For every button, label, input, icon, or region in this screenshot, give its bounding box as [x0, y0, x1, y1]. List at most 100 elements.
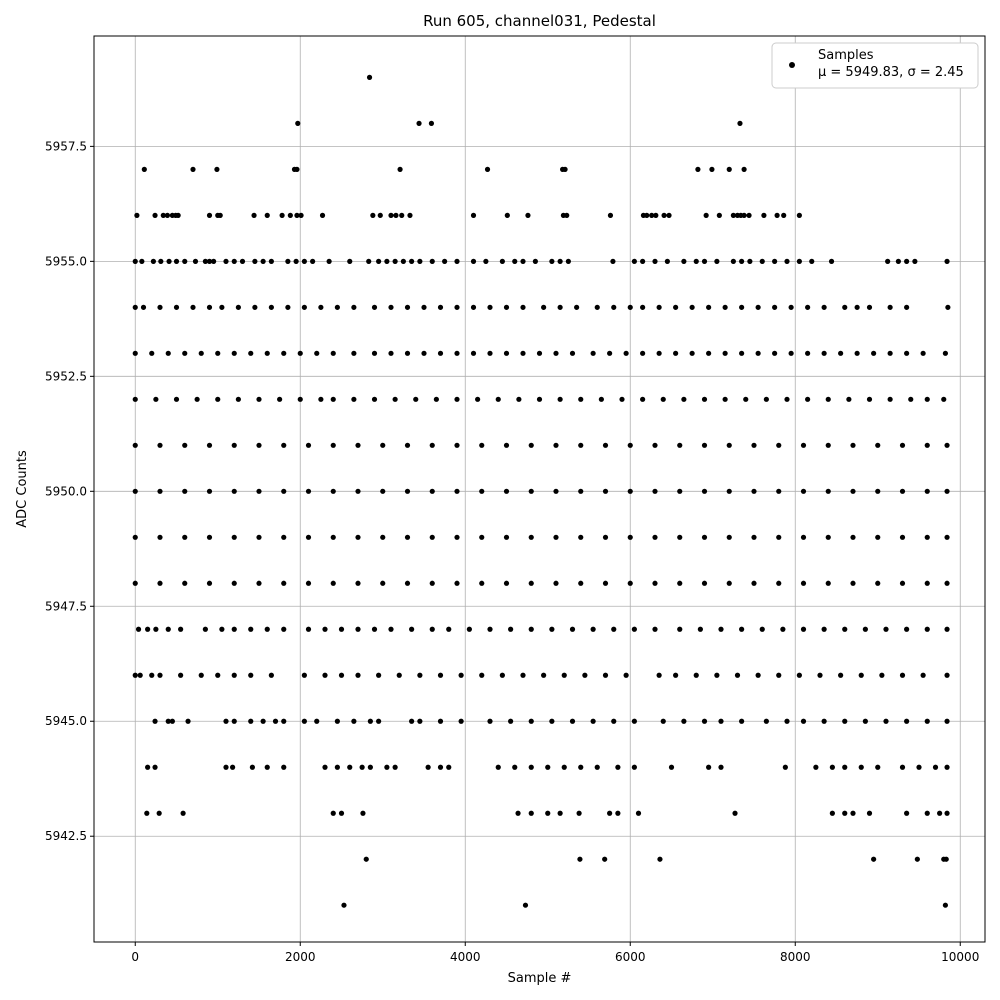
- data-point: [722, 396, 728, 402]
- data-point: [437, 718, 444, 724]
- data-point: [454, 534, 460, 540]
- data-point: [384, 764, 390, 770]
- data-point: [413, 396, 419, 402]
- data-point: [322, 626, 328, 632]
- data-point: [627, 304, 633, 310]
- data-point: [784, 718, 790, 724]
- data-point: [231, 442, 237, 448]
- data-point: [132, 442, 138, 448]
- data-point: [272, 718, 279, 724]
- data-point: [479, 672, 485, 678]
- data-point: [557, 810, 563, 816]
- data-point: [666, 212, 672, 218]
- data-point: [437, 304, 444, 310]
- data-point: [239, 258, 246, 264]
- data-point: [470, 350, 477, 356]
- data-point: [739, 626, 745, 632]
- data-point: [805, 350, 811, 356]
- data-point: [470, 212, 477, 218]
- data-point: [607, 350, 613, 356]
- data-point: [871, 856, 877, 862]
- data-point: [425, 764, 431, 770]
- data-point: [153, 396, 159, 402]
- data-point: [782, 764, 788, 770]
- data-point: [135, 626, 142, 632]
- data-point: [206, 212, 213, 218]
- data-point: [737, 120, 743, 126]
- data-point: [528, 488, 534, 494]
- data-point: [264, 212, 270, 218]
- data-point: [746, 212, 752, 218]
- data-point: [363, 856, 369, 862]
- data-point: [557, 258, 563, 264]
- data-point: [677, 534, 683, 540]
- data-point: [681, 718, 687, 724]
- data-point: [578, 764, 584, 770]
- data-point: [590, 718, 596, 724]
- data-point: [217, 212, 223, 218]
- data-point: [355, 488, 361, 494]
- data-point: [235, 304, 241, 310]
- data-point: [681, 258, 687, 264]
- data-point: [751, 580, 757, 586]
- data-point: [297, 350, 303, 356]
- data-point: [899, 488, 906, 494]
- data-point: [132, 534, 138, 540]
- data-point: [400, 258, 406, 264]
- data-point: [660, 718, 666, 724]
- data-point: [590, 350, 596, 356]
- data-point: [562, 166, 568, 172]
- data-point: [681, 396, 687, 402]
- data-point: [388, 350, 394, 356]
- data-point: [310, 258, 316, 264]
- data-point: [528, 764, 534, 770]
- data-point: [726, 580, 732, 586]
- data-point: [355, 534, 361, 540]
- data-point: [503, 442, 510, 448]
- data-point: [206, 442, 213, 448]
- data-point: [854, 350, 860, 356]
- x-axis-ticks: 0 2000 4000 6000 8000 10000: [131, 942, 979, 964]
- data-point: [528, 810, 534, 816]
- data-point: [842, 810, 848, 816]
- data-point: [409, 626, 415, 632]
- data-point: [718, 626, 724, 632]
- data-point: [479, 534, 485, 540]
- data-point: [223, 764, 229, 770]
- data-point: [279, 212, 285, 218]
- data-point: [314, 718, 320, 724]
- data-point: [157, 580, 163, 586]
- data-point: [458, 672, 464, 678]
- data-point: [842, 764, 848, 770]
- data-point: [487, 304, 493, 310]
- data-point: [483, 258, 489, 264]
- data-point: [166, 258, 172, 264]
- data-point: [384, 258, 390, 264]
- data-point: [695, 166, 701, 172]
- data-point: [825, 396, 831, 402]
- data-point: [924, 488, 930, 494]
- data-point: [627, 534, 633, 540]
- data-point: [854, 304, 860, 310]
- data-point: [178, 672, 184, 678]
- data-point: [454, 396, 460, 402]
- data-point: [294, 212, 300, 218]
- data-point: [330, 396, 336, 402]
- data-point: [576, 810, 582, 816]
- data-point: [821, 350, 827, 356]
- data-point: [652, 442, 658, 448]
- data-point: [594, 304, 600, 310]
- data-point: [776, 534, 782, 540]
- data-point: [825, 442, 831, 448]
- data-point: [515, 810, 521, 816]
- data-point: [338, 810, 345, 816]
- data-point: [944, 626, 950, 632]
- data-point: [215, 350, 221, 356]
- data-point: [569, 626, 576, 632]
- data-point: [251, 212, 257, 218]
- data-point: [871, 350, 877, 356]
- data-point: [137, 672, 143, 678]
- data-point: [701, 258, 708, 264]
- data-point: [899, 534, 906, 540]
- data-point: [355, 580, 361, 586]
